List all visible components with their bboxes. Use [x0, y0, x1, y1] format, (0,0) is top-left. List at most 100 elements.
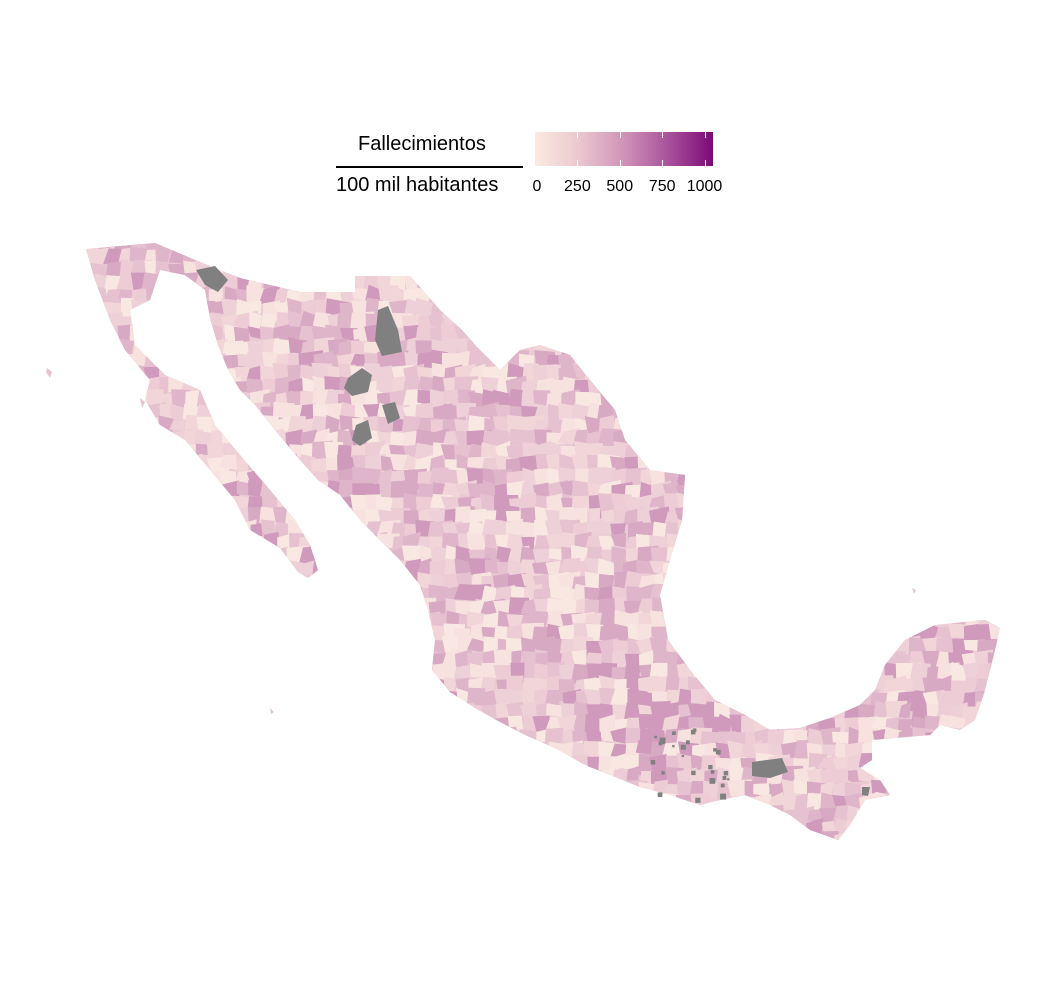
municipality: [817, 326, 842, 343]
municipality: [859, 469, 875, 486]
municipality: [158, 430, 174, 448]
municipality: [741, 847, 757, 871]
municipality: [1003, 755, 1024, 770]
municipality: [887, 494, 909, 518]
municipality: [355, 739, 371, 756]
municipality: [455, 298, 473, 323]
municipality: [977, 243, 991, 251]
legend-tick-mark: [577, 132, 579, 166]
municipality: [935, 444, 954, 459]
municipality: [729, 689, 752, 707]
municipality: [649, 403, 666, 428]
municipality: [740, 456, 758, 482]
municipality: [89, 379, 114, 401]
municipality: [261, 560, 283, 578]
municipality: [999, 481, 1000, 501]
municipality: [846, 248, 866, 271]
municipality: [925, 755, 949, 775]
municipality: [717, 508, 739, 529]
municipality: [793, 418, 810, 436]
municipality: [365, 848, 384, 869]
municipality: [908, 243, 933, 255]
municipality: [949, 795, 975, 817]
municipality: [510, 285, 527, 303]
municipality: [86, 766, 93, 786]
municipality: [639, 846, 657, 862]
municipality: [509, 765, 529, 789]
municipality: [740, 546, 761, 573]
municipality: [872, 377, 891, 398]
municipality: [861, 506, 879, 526]
municipality: [871, 456, 895, 479]
municipality: [756, 636, 772, 654]
municipality: [627, 428, 643, 445]
municipality: [562, 299, 580, 322]
municipality: [821, 298, 844, 322]
municipality: [377, 623, 399, 650]
municipality: [700, 354, 726, 374]
municipality: [196, 703, 216, 723]
municipality: [195, 454, 210, 474]
municipality: [236, 597, 251, 614]
no-data-municipality: [727, 778, 730, 781]
municipality: [872, 752, 894, 778]
municipality: [86, 545, 97, 567]
municipality: [379, 557, 392, 575]
municipality: [896, 391, 920, 410]
municipality: [427, 275, 448, 295]
municipality: [755, 583, 771, 609]
municipality: [558, 845, 578, 864]
municipality: [897, 768, 923, 790]
municipality: [416, 819, 439, 834]
municipality: [792, 337, 814, 355]
municipality: [754, 365, 773, 384]
municipality: [445, 243, 458, 254]
municipality: [260, 792, 285, 810]
municipality: [755, 247, 776, 272]
municipality: [442, 717, 459, 733]
municipality: [350, 243, 369, 254]
municipality: [301, 845, 314, 865]
municipality: [520, 753, 544, 771]
municipality: [312, 536, 334, 554]
municipality: [960, 402, 988, 426]
municipality: [936, 756, 952, 779]
municipality: [936, 416, 952, 434]
municipality: [221, 584, 243, 605]
municipality: [781, 402, 800, 420]
municipality: [117, 431, 133, 452]
municipality: [147, 297, 165, 317]
municipality: [86, 791, 96, 814]
municipality: [856, 327, 879, 349]
municipality: [766, 518, 785, 538]
municipality: [820, 561, 839, 576]
municipality: [999, 311, 1000, 336]
municipality: [637, 351, 660, 372]
municipality: [145, 701, 159, 721]
municipality: [258, 766, 281, 784]
municipality: [391, 692, 408, 708]
municipality: [874, 249, 890, 266]
municipality: [116, 831, 138, 840]
municipality: [935, 832, 955, 840]
municipality: [690, 584, 707, 602]
municipality: [950, 301, 966, 319]
municipality: [586, 821, 607, 840]
municipality: [662, 572, 684, 591]
municipality: [272, 250, 291, 268]
municipality: [884, 454, 906, 480]
municipality: [300, 727, 318, 744]
municipality: [677, 249, 696, 270]
municipality: [389, 704, 415, 718]
municipality: [102, 676, 127, 691]
municipality: [169, 805, 194, 824]
municipality: [156, 650, 183, 667]
municipality: [105, 846, 124, 862]
municipality: [155, 612, 181, 631]
municipality: [636, 390, 660, 409]
municipality: [185, 545, 201, 564]
municipality: [523, 273, 541, 292]
municipality: [350, 663, 373, 682]
municipality: [935, 805, 954, 823]
municipality: [988, 363, 1000, 387]
